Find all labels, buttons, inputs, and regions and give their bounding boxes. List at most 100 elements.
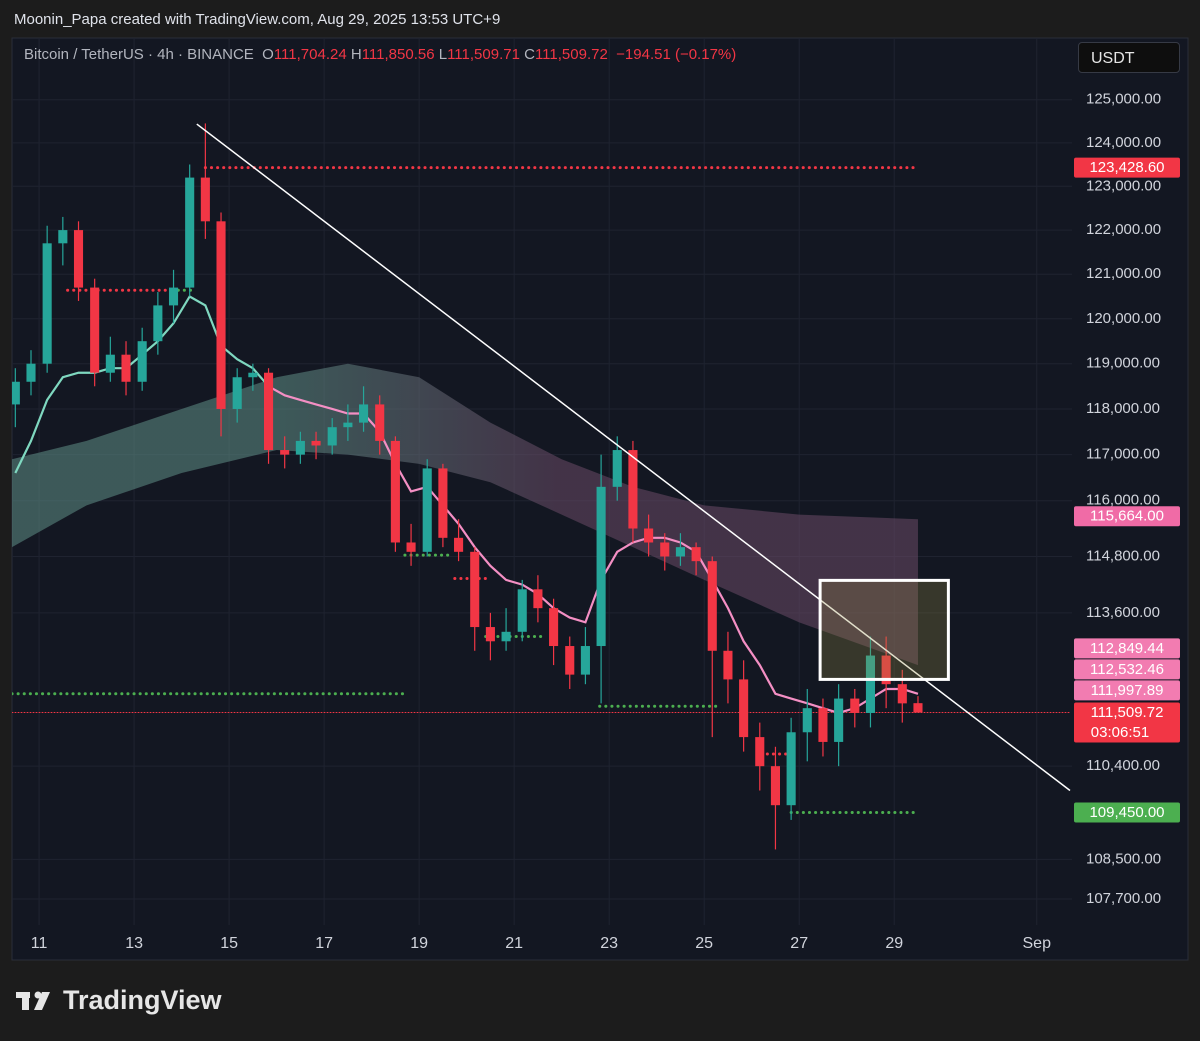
candle-body <box>707 561 717 651</box>
price-tag <box>1074 638 1180 659</box>
x-tick-label: 27 <box>790 935 808 952</box>
candle-body <box>406 542 416 552</box>
candle-body <box>58 230 68 244</box>
price-tag-label: 115,664.00 <box>1090 508 1164 525</box>
candle-body <box>153 305 163 342</box>
y-tick-label: 122,000.00 <box>1086 221 1161 238</box>
y-tick-label: 116,000.00 <box>1086 492 1160 509</box>
cloud <box>12 363 918 666</box>
y-tick-label: 110,400.00 <box>1086 757 1160 774</box>
x-tick-label: 29 <box>885 935 903 952</box>
candle-body <box>786 732 796 806</box>
price-tag <box>1074 506 1180 527</box>
candle-body <box>105 354 115 373</box>
candle-body <box>470 551 480 628</box>
logo-icon <box>34 991 42 999</box>
countdown: 03:06:51 <box>1091 724 1149 741</box>
logo-icon <box>34 992 50 1010</box>
logo-text: TradingView <box>63 985 223 1015</box>
zone-box <box>818 578 950 681</box>
candle-body <box>73 230 84 288</box>
y-tick-label: 120,000.00 <box>1086 310 1161 327</box>
candle-body <box>216 221 226 409</box>
candle-body <box>770 766 780 806</box>
ohlc-key: H <box>350 46 362 63</box>
candle-body <box>533 589 543 609</box>
candle-body <box>755 737 765 767</box>
y-tick-label: 107,700.00 <box>1086 890 1161 907</box>
candle-body <box>517 589 527 632</box>
candle-body <box>834 698 844 742</box>
y-tick-label: 114,800.00 <box>1086 547 1160 564</box>
candle-body <box>850 698 860 713</box>
x-tick-label: 19 <box>410 935 428 952</box>
legend: Bitcoin / TetherUS · 4h · BINANCE O111,7… <box>24 46 736 63</box>
ohlc-value: 111,509.72 <box>534 46 608 63</box>
ohlc-key: O <box>262 46 274 63</box>
logo-icon <box>22 992 29 1010</box>
x-tick-label: 15 <box>220 935 238 952</box>
y-tick-label: 113,600.00 <box>1086 604 1160 621</box>
candle-body <box>422 468 432 552</box>
candle-body <box>359 404 369 423</box>
x-tick-label: 17 <box>315 935 333 952</box>
candle-body <box>90 287 100 373</box>
price-tag-label: 109,450.00 <box>1089 804 1164 821</box>
candle-body <box>390 440 400 543</box>
candle-body <box>263 372 274 451</box>
price-tag <box>1074 702 1180 743</box>
candle-body <box>865 655 876 713</box>
candle-body <box>802 708 812 733</box>
x-tick-label: Sep <box>1023 935 1052 952</box>
candle-body <box>739 679 749 738</box>
y-tick-label: 117,000.00 <box>1086 446 1160 463</box>
candle-body <box>675 547 685 557</box>
price-tag <box>1074 659 1180 680</box>
y-tick-label: 124,000.00 <box>1086 134 1161 151</box>
candle-body <box>612 450 622 487</box>
candle-body <box>454 537 464 552</box>
candle-body <box>644 528 654 543</box>
candle-body <box>596 486 606 647</box>
y-tick-label: 119,000.00 <box>1086 355 1160 372</box>
ohlc-value: 111,509.71 <box>447 46 520 63</box>
y-tick-label: 121,000.00 <box>1086 265 1161 282</box>
price-tag-label: 123,428.60 <box>1089 159 1164 176</box>
y-tick-label: 108,500.00 <box>1086 850 1161 867</box>
candle-body <box>26 363 36 382</box>
candle-body <box>501 631 511 642</box>
x-tick-label: 21 <box>505 935 523 952</box>
price-tag <box>1074 802 1180 823</box>
price-tag <box>1074 680 1180 701</box>
price-tag-label: 111,997.89 <box>1091 682 1164 699</box>
candle-body <box>580 646 590 675</box>
candle-body <box>565 646 575 675</box>
candle-body <box>168 287 179 306</box>
plot-area <box>12 123 1071 850</box>
candle-body <box>248 372 258 378</box>
ohlc-key: L <box>438 46 448 63</box>
candle-body <box>121 354 131 382</box>
candle-body <box>881 655 891 685</box>
candle-body <box>311 440 321 446</box>
candle-body <box>295 440 305 455</box>
currency-button[interactable]: USDT <box>1078 42 1180 73</box>
ohlc-value: 111,850.56 <box>361 46 435 63</box>
candle-body <box>549 608 559 647</box>
candle-body <box>897 684 907 704</box>
y-tick-label: 125,000.00 <box>1086 91 1161 108</box>
candle-body <box>660 542 670 557</box>
change: −194.51 (−0.17%) <box>616 46 737 63</box>
candle-body <box>375 404 385 441</box>
candle-body <box>200 177 210 222</box>
logo: TradingView <box>16 985 223 1015</box>
y-tick-label: 118,000.00 <box>1086 400 1160 417</box>
candle-body <box>723 650 733 680</box>
candle-body <box>42 243 52 364</box>
candle-body <box>691 547 701 562</box>
symbol-title: Bitcoin / TetherUS · 4h · BINANCE <box>24 46 254 63</box>
candle-body <box>327 427 337 446</box>
candle-body <box>232 377 242 409</box>
